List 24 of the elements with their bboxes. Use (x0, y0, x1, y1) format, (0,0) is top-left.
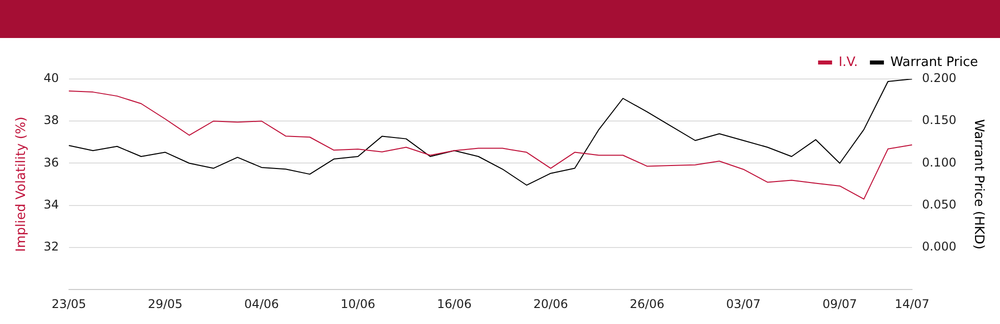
x-tick-label: 04/06 (244, 296, 279, 311)
y2-tick-label: 0.050 (922, 197, 956, 212)
x-tick-label: 26/06 (630, 296, 664, 311)
y-axis-title: Implied Volatility (%) (14, 116, 30, 252)
y-tick-label: 40 (44, 71, 59, 86)
y-tick-label: 32 (44, 240, 59, 254)
x-tick-label: 20/06 (533, 296, 568, 311)
y-tick-label: 38 (44, 113, 59, 128)
x-tick-label: 14/07 (894, 296, 930, 311)
y2-axis-title: Warrant Price (HKD) (970, 119, 986, 250)
y2-tick-label: 0.000 (922, 240, 956, 254)
y2-tick-label: 0.150 (922, 113, 956, 128)
legend-label: Warrant Price (890, 54, 978, 70)
y2-tick-label: 0.200 (922, 71, 956, 86)
x-tick-label: 29/05 (148, 296, 183, 311)
y-tick-label: 34 (44, 197, 59, 212)
x-tick-label: 16/06 (437, 296, 472, 311)
legend-label: I.V. (838, 54, 858, 70)
x-tick-label: 10/06 (340, 296, 376, 311)
x-tick-label: 03/07 (726, 296, 761, 311)
y-tick-label: 36 (44, 155, 59, 170)
y2-tick-label: 0.100 (922, 155, 956, 170)
x-tick-label: 23/05 (52, 296, 86, 311)
x-tick-label: 09/07 (822, 296, 858, 311)
